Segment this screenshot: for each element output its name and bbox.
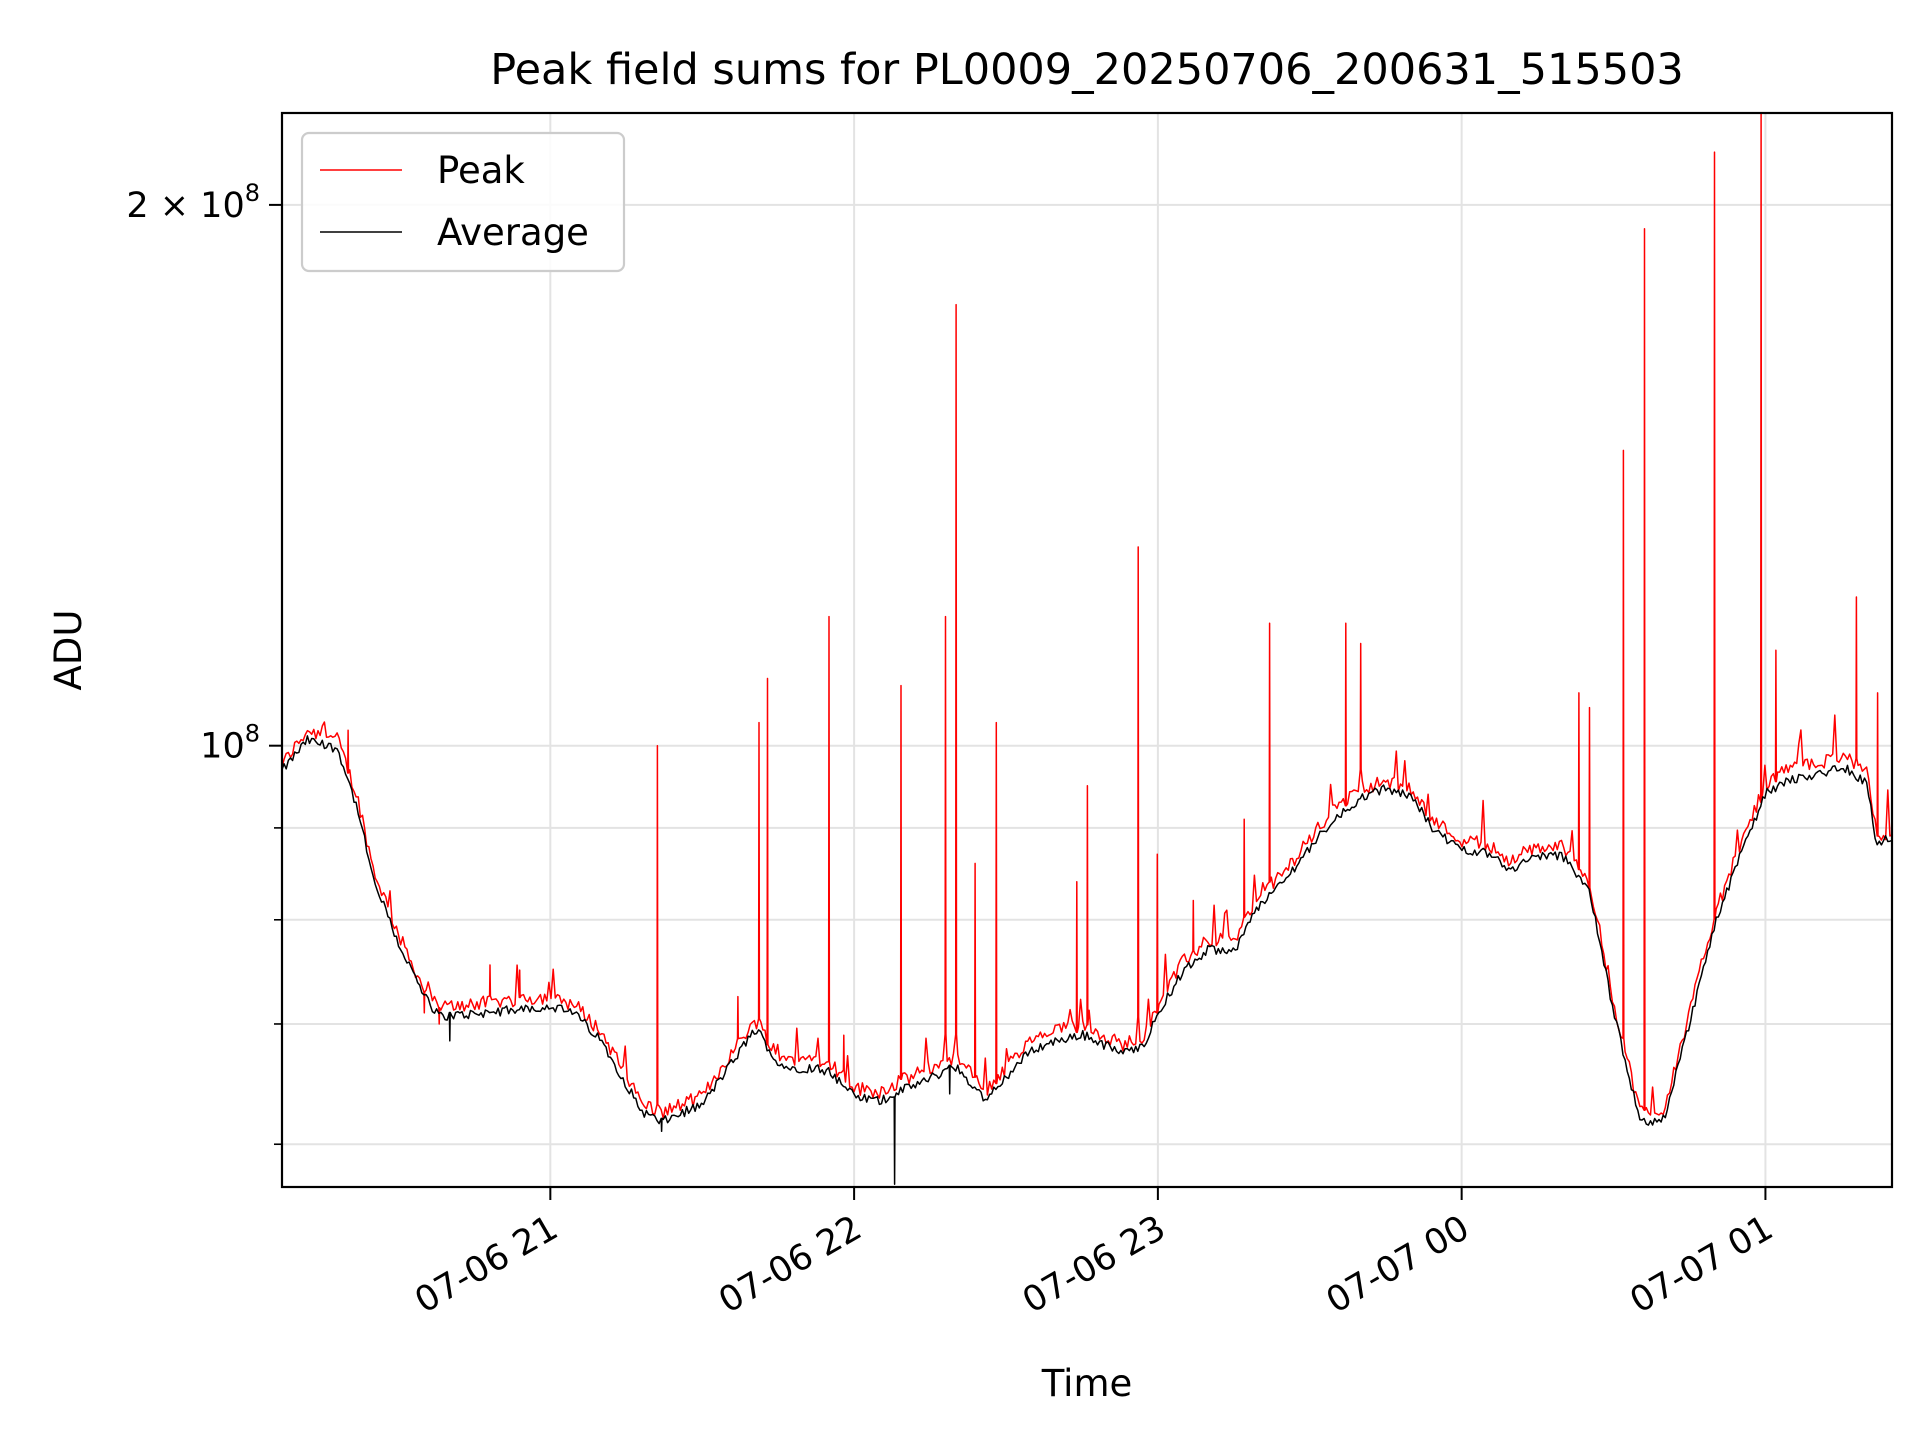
x-tick-label: 07-07 01 <box>1624 1208 1780 1321</box>
x-tick-label: 07-07 00 <box>1320 1208 1476 1321</box>
y-axis-ticks: 108 2 × 108 <box>126 179 282 1146</box>
series-line-peak <box>281 112 1893 1120</box>
x-axis-label: Time <box>1041 1362 1133 1405</box>
plot-frame <box>280 111 1894 1189</box>
legend: Peak Average <box>300 131 626 273</box>
x-tick-label: 07-06 22 <box>712 1208 868 1321</box>
y-axis-label: ADU <box>47 610 90 691</box>
x-tick-label: 07-06 21 <box>409 1208 565 1321</box>
x-tick-label: 07-06 23 <box>1016 1208 1172 1321</box>
legend-box <box>300 131 626 273</box>
y-tick-label: 108 <box>200 720 260 767</box>
legend-label-average: Average <box>437 211 589 254</box>
series-line-average <box>281 735 1893 1186</box>
plot-lines <box>281 112 1893 1186</box>
chart-title: Peak field sums for PL0009_20250706_2006… <box>490 45 1684 95</box>
x-axis-ticks: 07-06 21 07-06 22 07-06 23 07-07 00 07-07 01 <box>409 1187 1780 1321</box>
legend-label-peak: Peak <box>437 149 525 192</box>
y-tick-label: 2 × 108 <box>126 179 260 226</box>
